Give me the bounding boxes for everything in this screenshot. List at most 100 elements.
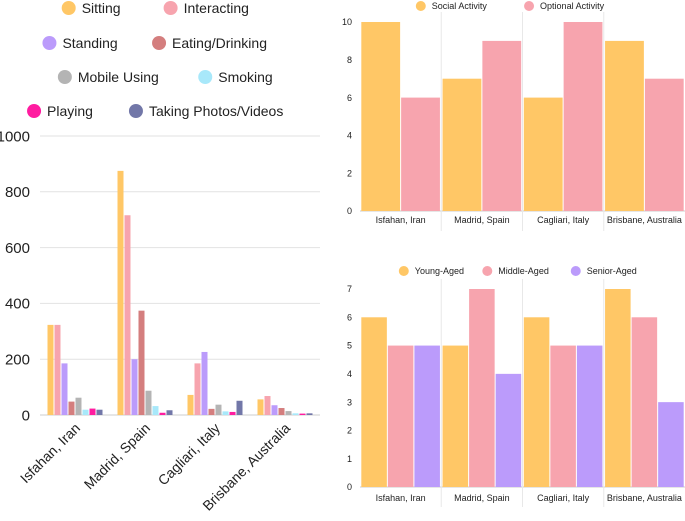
y-tick-label: 8: [347, 55, 352, 65]
x-tick-label: Isfahan, Iran: [376, 493, 426, 503]
bar-senior-aged-0: [414, 345, 440, 487]
legend-dot-icon: [27, 104, 42, 118]
legend-label: Social Activity: [432, 1, 488, 11]
bar-sitting-1: [117, 170, 124, 415]
y-tick-label: 1000: [0, 128, 30, 145]
legend-dot-icon: [570, 266, 581, 276]
bar-eating-drinking-1: [138, 310, 145, 415]
bar-young-aged-0: [361, 317, 387, 487]
y-tick-label: 5: [347, 341, 352, 351]
x-tick-label: Brisbane, Australia: [607, 493, 682, 503]
y-tick-label: 1: [347, 454, 352, 464]
legend-dot-icon: [152, 36, 167, 50]
bar-interacting-3: [264, 396, 271, 415]
legend-dot-icon: [128, 104, 143, 118]
bar-sitting-3: [257, 399, 264, 415]
x-tick-label: Cagliari, Italy: [155, 420, 224, 489]
bar-social-activity-1: [442, 78, 482, 211]
bar-optional-activity-0: [401, 97, 440, 211]
legend-dot-icon: [163, 1, 178, 15]
legend-dot-icon: [198, 70, 213, 84]
bar-mobile-using-2: [215, 404, 222, 415]
legend-label: Middle-Aged: [498, 266, 549, 276]
x-tick-label: Isfahan, Iran: [376, 215, 426, 225]
legend-dot-icon: [61, 1, 76, 15]
bar-standing-0: [61, 363, 68, 415]
bar-senior-aged-3: [658, 402, 684, 487]
bar-taking-photos-videos-3: [306, 413, 313, 415]
bar-interacting-0: [54, 324, 61, 415]
bar-playing-0: [89, 408, 96, 415]
bar-playing-1: [159, 412, 166, 415]
y-tick-label: 6: [347, 312, 352, 322]
bar-interacting-1: [124, 215, 131, 415]
y-tick-label: 7: [347, 284, 352, 294]
bar-smoking-1: [152, 406, 159, 415]
bar-mobile-using-0: [75, 397, 82, 415]
x-tick-label: Cagliari, Italy: [537, 215, 590, 225]
bar-mobile-using-3: [285, 411, 292, 415]
bar-smoking-0: [82, 409, 89, 415]
legend-label: Playing: [47, 103, 93, 119]
bar-mobile-using-1: [145, 390, 152, 415]
y-tick-label: 2: [347, 168, 352, 178]
legend-dot-icon: [482, 266, 493, 276]
bar-senior-aged-1: [495, 373, 522, 487]
legend-label: Smoking: [218, 69, 272, 85]
bar-interacting-2: [194, 363, 201, 415]
y-tick-label: 4: [347, 369, 352, 379]
bar-social-activity-0: [361, 22, 401, 211]
x-tick-label: Madrid, Spain: [81, 420, 153, 492]
bar-optional-activity-2: [563, 22, 603, 211]
bar-eating-drinking-0: [68, 401, 75, 415]
legend-label: Optional Activity: [540, 1, 605, 11]
bar-middle-aged-1: [469, 289, 495, 487]
y-tick-label: 6: [347, 93, 352, 103]
bar-playing-2: [229, 411, 236, 415]
y-tick-label: 800: [5, 184, 30, 201]
bar-playing-3: [299, 413, 306, 415]
bar-social-activity-3: [605, 40, 644, 212]
legend-label: Taking Photos/Videos: [149, 103, 283, 119]
bar-middle-aged-3: [631, 317, 658, 487]
bar-young-aged-2: [523, 317, 550, 487]
bar-social-activity-2: [523, 97, 563, 211]
y-tick-label: 3: [347, 397, 352, 407]
legend-label: Interacting: [184, 0, 249, 16]
x-tick-label: Brisbane, Australia: [607, 215, 682, 225]
legend-label: Senior-Aged: [587, 266, 637, 276]
bar-standing-3: [271, 405, 278, 415]
bar-eating-drinking-2: [208, 408, 215, 415]
y-tick-label: 0: [347, 482, 352, 492]
x-tick-label: Madrid, Spain: [454, 215, 510, 225]
legend-label: Sitting: [82, 0, 121, 16]
bar-middle-aged-2: [550, 345, 576, 487]
bar-middle-aged-0: [387, 345, 414, 487]
bar-standing-2: [201, 351, 208, 415]
bar-optional-activity-1: [482, 40, 522, 212]
bar-standing-1: [131, 359, 138, 415]
bar-taking-photos-videos-0: [96, 409, 103, 415]
bar-senior-aged-2: [576, 345, 603, 487]
bar-smoking-3: [292, 413, 299, 415]
bar-optional-activity-3: [644, 78, 684, 211]
legend-dot-icon: [42, 36, 57, 50]
x-tick-label: Cagliari, Italy: [537, 493, 590, 503]
legend-dot-icon: [524, 1, 535, 11]
bar-eating-drinking-3: [278, 408, 285, 415]
y-tick-label: 200: [5, 351, 30, 368]
y-tick-label: 400: [5, 296, 30, 313]
x-tick-label: Madrid, Spain: [454, 493, 510, 503]
y-tick-label: 600: [5, 240, 30, 257]
y-tick-label: 4: [347, 131, 352, 141]
bar-young-aged-1: [442, 345, 469, 487]
x-tick-label: Isfahan, Iran: [17, 420, 83, 486]
bar-taking-photos-videos-1: [166, 410, 173, 415]
bar-sitting-0: [47, 324, 54, 415]
bar-taking-photos-videos-2: [236, 400, 243, 415]
y-tick-label: 0: [22, 407, 30, 424]
legend-label: Eating/Drinking: [172, 35, 267, 51]
legend-label: Young-Aged: [415, 266, 464, 276]
